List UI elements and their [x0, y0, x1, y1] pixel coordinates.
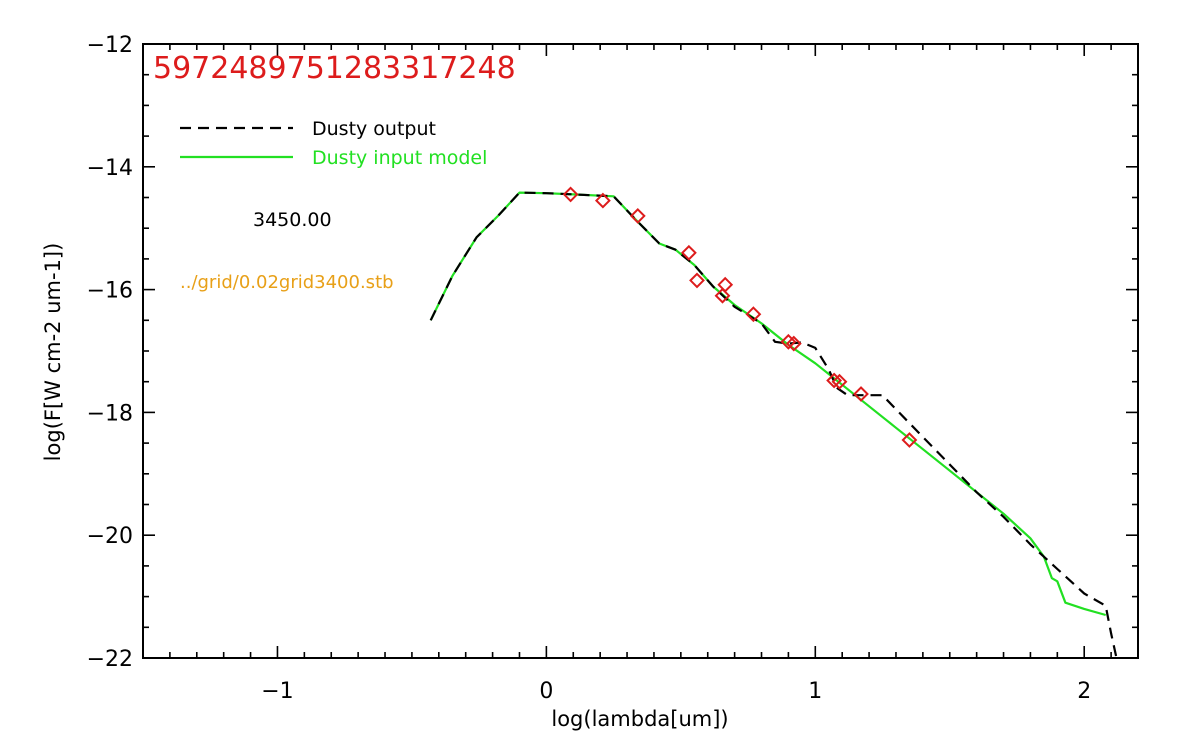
observed-point [901, 432, 918, 448]
observed-point [780, 333, 797, 350]
legend-label-dusty-output: Dusty output [312, 118, 436, 140]
observed-point [714, 287, 731, 304]
plot-frame [142, 43, 1139, 659]
y-tick-label: −22 [87, 647, 133, 672]
observed-point [562, 186, 579, 203]
observed-point [853, 386, 869, 402]
x-tick-label: 0 [539, 679, 553, 704]
temperature-annotation: 3450.00 [253, 209, 332, 231]
y-tick-label: −20 [87, 524, 133, 549]
series-dusty-output-line [429, 191, 1118, 659]
chart-title: 5972489751283317248 [153, 51, 516, 86]
series-layer [429, 191, 1118, 659]
y-tick-label: −12 [87, 33, 133, 58]
marker-layer [562, 186, 918, 448]
observed-point [745, 306, 762, 323]
y-axis-title: log(F[W cm-2 um-1]) [41, 243, 65, 462]
observed-point [594, 192, 611, 209]
grid-file-annotation: ../grid/0.02grid3400.stb [180, 272, 394, 293]
series-dusty-input-line [429, 191, 1107, 617]
legend: Dusty output Dusty input model [180, 118, 487, 169]
x-tick-label: 2 [1077, 679, 1091, 704]
x-tick-label: 1 [808, 679, 822, 704]
x-axis-title: log(lambda[um]) [551, 707, 728, 731]
observed-point [717, 276, 734, 293]
observed-point [629, 207, 646, 224]
observed-point [689, 272, 705, 289]
x-tick-label: −1 [261, 679, 293, 704]
observed-point [680, 244, 697, 261]
y-tick-label: −16 [87, 279, 133, 304]
observed-point [785, 335, 802, 352]
y-tick-label: −18 [87, 401, 133, 426]
legend-label-dusty-input: Dusty input model [312, 147, 487, 169]
observed-point [831, 373, 848, 390]
y-tick-label: −14 [87, 156, 133, 181]
observed-point [826, 372, 843, 389]
axis-ticks: −1 0 1 2 −22 −20 −18 −16 −14 −12 [87, 33, 1139, 704]
